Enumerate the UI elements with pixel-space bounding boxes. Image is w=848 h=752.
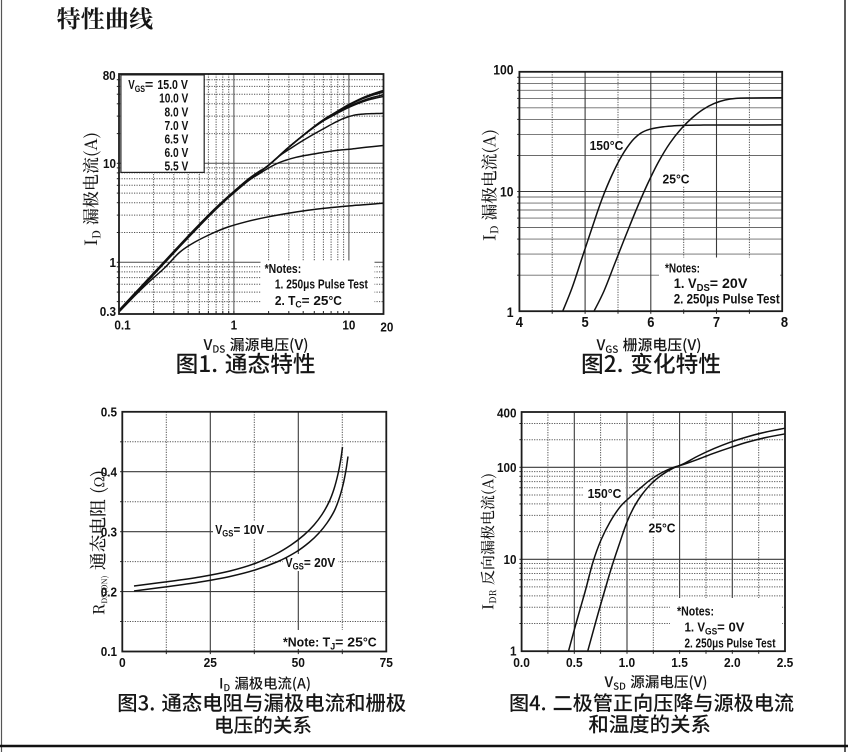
svg-text:= 0V: = 0V xyxy=(717,620,745,635)
svg-text:150°C: 150°C xyxy=(588,486,622,501)
svg-text:0.1: 0.1 xyxy=(101,644,117,659)
svg-text:1: 1 xyxy=(510,644,517,659)
svg-text:2. 250μs Pulse Test: 2. 250μs Pulse Test xyxy=(674,292,780,307)
svg-text:8.0 V: 8.0 V xyxy=(165,104,189,119)
svg-text:1: 1 xyxy=(231,317,238,332)
svg-text:0: 0 xyxy=(119,655,126,670)
svg-text:= 10V: = 10V xyxy=(234,522,265,537)
svg-text:V: V xyxy=(215,522,222,537)
svg-text:GS: GS xyxy=(222,529,233,540)
svg-text:1. 250μs Pulse Test: 1. 250μs Pulse Test xyxy=(275,277,369,292)
svg-text:0.5: 0.5 xyxy=(101,405,117,420)
svg-text:10: 10 xyxy=(504,552,517,567)
svg-text:75: 75 xyxy=(380,655,394,670)
svg-text:4: 4 xyxy=(516,314,524,331)
svg-text:= 20V: = 20V xyxy=(710,276,748,291)
svg-text:= 25: = 25 xyxy=(302,293,329,308)
svg-text:2. 250μs Pulse Test: 2. 250μs Pulse Test xyxy=(685,636,777,651)
svg-text:15.0 V: 15.0 V xyxy=(157,77,188,92)
svg-text:= 20V: = 20V xyxy=(304,555,336,570)
svg-text:0.3: 0.3 xyxy=(101,524,117,539)
svg-text:10: 10 xyxy=(342,317,355,332)
svg-text:6.5 V: 6.5 V xyxy=(165,131,189,146)
svg-text:1: 1 xyxy=(507,305,514,320)
svg-text:*Notes:: *Notes: xyxy=(677,604,714,619)
svg-text:GS: GS xyxy=(705,626,717,637)
svg-text:= 25: = 25 xyxy=(335,635,363,650)
svg-text:50: 50 xyxy=(292,655,305,670)
svg-text:0.0: 0.0 xyxy=(513,655,530,670)
svg-text:100: 100 xyxy=(493,63,513,78)
svg-text:25°C: 25°C xyxy=(649,520,677,535)
svg-text:2. T: 2. T xyxy=(275,293,296,308)
svg-text:1.0: 1.0 xyxy=(619,655,636,670)
svg-text:2.5: 2.5 xyxy=(777,655,794,670)
svg-text:=: = xyxy=(145,77,154,92)
svg-text:25°C: 25°C xyxy=(663,172,691,187)
svg-text:J: J xyxy=(330,641,335,652)
svg-text:0.5: 0.5 xyxy=(566,655,583,670)
svg-text:V: V xyxy=(285,555,292,570)
svg-text:GS: GS xyxy=(293,562,304,573)
svg-text:7.0 V: 7.0 V xyxy=(165,118,189,133)
svg-text:*Notes:: *Notes: xyxy=(665,261,700,276)
svg-text:1.5: 1.5 xyxy=(671,655,688,670)
svg-text:*Note: T: *Note: T xyxy=(283,635,330,650)
svg-text:1. V: 1. V xyxy=(674,276,697,291)
svg-text:10: 10 xyxy=(103,156,116,171)
svg-text:10: 10 xyxy=(500,184,514,199)
svg-text:0.3: 0.3 xyxy=(100,304,116,319)
svg-text:5: 5 xyxy=(582,314,589,331)
svg-text:80: 80 xyxy=(103,68,116,83)
svg-text:DS: DS xyxy=(697,283,710,294)
svg-text:5.5 V: 5.5 V xyxy=(165,158,189,173)
svg-text:6: 6 xyxy=(647,314,654,331)
svg-text:GS: GS xyxy=(135,84,145,95)
svg-text:400: 400 xyxy=(497,405,517,420)
svg-text:100: 100 xyxy=(497,460,517,475)
svg-text:*Notes:: *Notes: xyxy=(265,261,302,276)
svg-text:1: 1 xyxy=(110,255,117,270)
svg-text:C: C xyxy=(295,300,301,311)
svg-text:0.1: 0.1 xyxy=(114,317,130,332)
svg-text:0.4: 0.4 xyxy=(101,464,118,479)
svg-text:°C: °C xyxy=(329,293,343,308)
svg-text:6.0 V: 6.0 V xyxy=(165,145,189,160)
svg-text:10.0 V: 10.0 V xyxy=(159,91,188,106)
svg-text:°C: °C xyxy=(363,635,377,650)
svg-text:150°C: 150°C xyxy=(590,138,624,153)
svg-text:V: V xyxy=(128,77,135,92)
svg-text:8: 8 xyxy=(781,314,788,331)
svg-text:1. V: 1. V xyxy=(685,620,706,635)
svg-text:20: 20 xyxy=(380,320,393,335)
svg-text:25: 25 xyxy=(204,655,218,670)
svg-text:7: 7 xyxy=(713,314,720,331)
svg-text:0.2: 0.2 xyxy=(101,584,117,599)
svg-text:2.0: 2.0 xyxy=(724,655,741,670)
